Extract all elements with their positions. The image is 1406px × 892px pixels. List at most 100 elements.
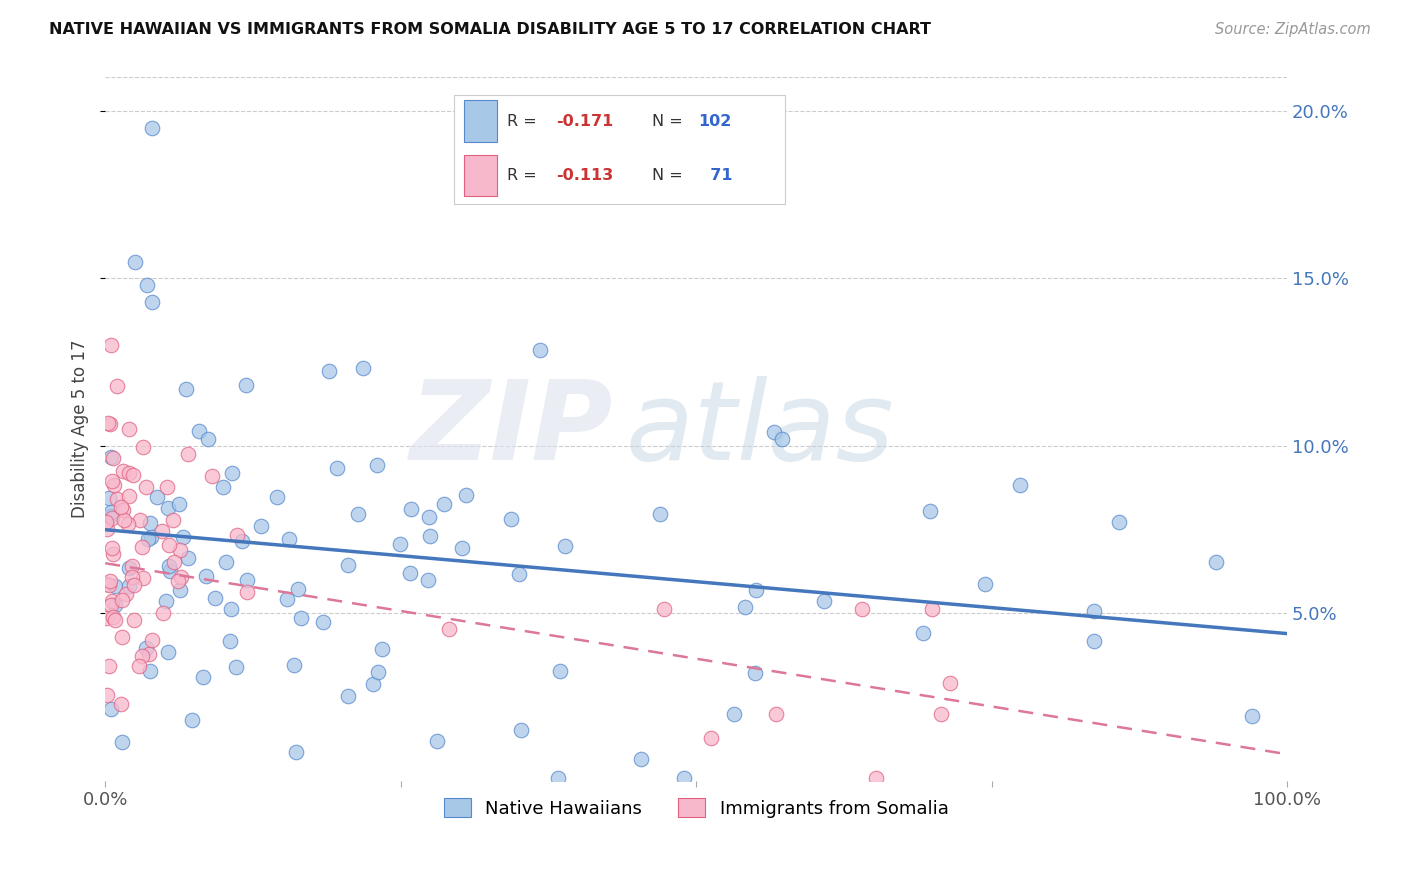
Point [111,592,134,607]
Point [700,731,723,746]
Point [141,120,163,135]
Point [111,734,134,748]
Point [554,539,576,553]
Point [336,558,359,572]
Point [103,598,125,612]
Point [131,540,153,554]
Point [96,577,118,591]
Point [172,530,194,544]
Point [543,144,565,158]
Point [118,561,141,575]
Point [219,602,242,616]
Point [105,378,128,392]
Point [929,706,952,721]
Point [124,254,146,268]
Point [156,480,179,494]
Point [194,569,217,583]
Point [236,585,259,599]
Point [101,547,124,561]
Point [418,509,440,524]
Point [152,606,174,620]
Point [225,660,247,674]
Point [367,665,389,679]
Point [225,528,247,542]
Point [104,579,127,593]
Point [418,573,440,587]
Point [283,658,305,673]
Point [169,543,191,558]
Point [139,665,162,679]
Point [745,582,768,597]
Point [167,497,190,511]
Point [128,513,150,527]
Point [1008,478,1031,492]
Text: atlas: atlas [626,376,894,483]
Point [122,613,145,627]
Text: Source: ZipAtlas.com: Source: ZipAtlas.com [1215,22,1371,37]
Point [501,512,523,526]
Point [101,610,124,624]
Point [181,713,204,727]
Point [177,550,200,565]
Point [101,541,124,555]
Point [361,677,384,691]
Point [96,523,118,537]
Point [110,697,132,711]
Point [398,566,420,580]
Point [100,598,122,612]
Point [103,451,125,466]
Point [231,533,253,548]
Point [104,613,127,627]
Point [918,504,941,518]
Point [118,422,141,436]
Point [141,294,163,309]
Point [176,382,198,396]
Point [278,532,301,546]
Point [110,500,132,514]
Point [170,570,193,584]
Point [193,670,215,684]
Point [135,278,157,293]
Point [131,571,153,585]
Point [851,602,873,616]
Point [98,578,121,592]
Point [114,513,136,527]
Point [117,466,139,480]
Point [326,460,349,475]
Point [121,570,143,584]
Point [547,771,569,785]
Point [214,555,236,569]
Point [96,688,118,702]
Point [388,537,411,551]
Legend: Native Hawaiians, Immigrants from Somalia: Native Hawaiians, Immigrants from Somali… [436,791,956,825]
Point [508,567,530,582]
Point [865,771,887,785]
Point [939,676,962,690]
Point [973,577,995,591]
Point [117,517,139,532]
Point [1083,633,1105,648]
Point [112,464,135,478]
Point [723,707,745,722]
Point [770,432,793,446]
Point [312,615,335,629]
Point [159,564,181,578]
Point [672,771,695,785]
Point [100,450,122,465]
Point [139,516,162,530]
Point [101,594,124,608]
Point [204,591,226,606]
Point [138,648,160,662]
Point [98,659,121,673]
Point [526,147,548,161]
Point [276,591,298,606]
Point [100,474,122,488]
Point [236,573,259,587]
Point [100,338,122,352]
Point [366,458,388,472]
Point [456,488,478,502]
Point [121,558,143,573]
Point [426,734,449,748]
Point [419,529,441,543]
Point [352,361,374,376]
